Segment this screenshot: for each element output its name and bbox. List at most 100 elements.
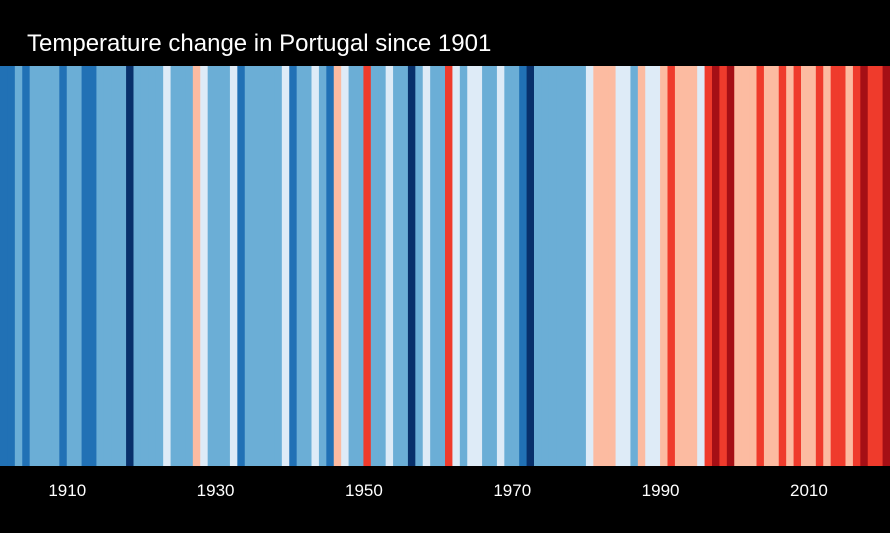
stripe-2015: [845, 66, 854, 466]
stripe-1993: [682, 66, 691, 466]
stripe-1999: [726, 66, 735, 466]
stripe-1933: [237, 66, 246, 466]
stripe-1922: [155, 66, 164, 466]
stripe-1949: [356, 66, 365, 466]
stripe-1950: [363, 66, 372, 466]
stripe-1986: [630, 66, 639, 466]
stripe-1985: [623, 66, 632, 466]
stripe-1957: [415, 66, 424, 466]
stripe-1943: [311, 66, 320, 466]
stripe-2004: [763, 66, 772, 466]
x-tick-label-1990: 1990: [642, 481, 680, 500]
stripe-1914: [96, 66, 105, 466]
stripe-1947: [341, 66, 350, 466]
stripe-1919: [133, 66, 142, 466]
stripe-2006: [778, 66, 787, 466]
stripe-1959: [430, 66, 439, 466]
stripe-2000: [734, 66, 743, 466]
stripe-1935: [252, 66, 261, 466]
stripe-1989: [652, 66, 661, 466]
stripe-1954: [393, 66, 402, 466]
x-tick-label-1930: 1930: [197, 481, 235, 500]
stripe-1903: [14, 66, 23, 466]
stripe-1962: [452, 66, 461, 466]
stripe-1926: [185, 66, 194, 466]
stripe-1923: [163, 66, 172, 466]
chart-title: Temperature change in Portugal since 190…: [27, 30, 492, 57]
stripe-1992: [674, 66, 683, 466]
stripe-2012: [823, 66, 832, 466]
stripe-1966: [482, 66, 491, 466]
stripe-1940: [289, 66, 298, 466]
stripe-1963: [459, 66, 468, 466]
stripe-2019: [875, 66, 884, 466]
stripe-2007: [786, 66, 795, 466]
stripe-1969: [504, 66, 513, 466]
stripe-1970: [511, 66, 520, 466]
stripe-1958: [422, 66, 431, 466]
stripe-1938: [274, 66, 283, 466]
stripe-1996: [704, 66, 713, 466]
x-tick-label-2010: 2010: [790, 481, 828, 500]
stripe-2010: [808, 66, 817, 466]
stripe-1988: [645, 66, 654, 466]
stripe-1956: [407, 66, 416, 466]
stripe-1917: [118, 66, 127, 466]
stripe-1921: [148, 66, 157, 466]
stripe-1968: [496, 66, 505, 466]
stripe-2020: [882, 66, 890, 466]
stripe-1929: [207, 66, 216, 466]
stripe-1955: [400, 66, 409, 466]
stripe-1978: [571, 66, 580, 466]
stripe-1916: [111, 66, 120, 466]
stripe-1946: [333, 66, 342, 466]
stripe-1948: [348, 66, 357, 466]
stripe-1936: [259, 66, 268, 466]
stripe-1915: [103, 66, 112, 466]
stripe-2011: [815, 66, 824, 466]
stripe-1920: [140, 66, 149, 466]
stripes-group: [0, 66, 890, 466]
stripe-1973: [534, 66, 543, 466]
stripe-1991: [667, 66, 676, 466]
stripe-1902: [7, 66, 16, 466]
x-tick-label-1970: 1970: [493, 481, 531, 500]
stripe-1984: [615, 66, 624, 466]
stripe-2013: [830, 66, 839, 466]
stripe-1952: [378, 66, 387, 466]
stripe-1944: [318, 66, 327, 466]
stripe-1976: [556, 66, 565, 466]
stripe-1932: [229, 66, 238, 466]
stripe-1994: [689, 66, 698, 466]
stripe-1967: [489, 66, 498, 466]
stripe-1928: [200, 66, 209, 466]
stripe-1990: [660, 66, 669, 466]
stripe-2005: [771, 66, 780, 466]
stripe-1931: [222, 66, 231, 466]
stripe-1934: [244, 66, 253, 466]
stripe-1953: [385, 66, 394, 466]
stripe-1979: [578, 66, 587, 466]
stripe-1911: [74, 66, 83, 466]
stripe-1904: [22, 66, 31, 466]
stripe-1913: [89, 66, 98, 466]
stripe-1909: [59, 66, 68, 466]
stripe-1977: [563, 66, 572, 466]
stripe-1981: [593, 66, 602, 466]
stripe-2002: [749, 66, 758, 466]
stripe-1907: [44, 66, 53, 466]
stripe-1906: [37, 66, 46, 466]
stripe-2008: [793, 66, 802, 466]
stripe-2018: [867, 66, 876, 466]
stripe-1930: [215, 66, 224, 466]
stripe-1910: [66, 66, 75, 466]
stripe-1939: [281, 66, 290, 466]
stripe-1995: [697, 66, 706, 466]
stripe-2016: [852, 66, 861, 466]
stripe-1924: [170, 66, 179, 466]
stripe-1908: [51, 66, 60, 466]
stripe-1945: [326, 66, 335, 466]
stripe-1912: [81, 66, 90, 466]
stripe-1937: [267, 66, 276, 466]
